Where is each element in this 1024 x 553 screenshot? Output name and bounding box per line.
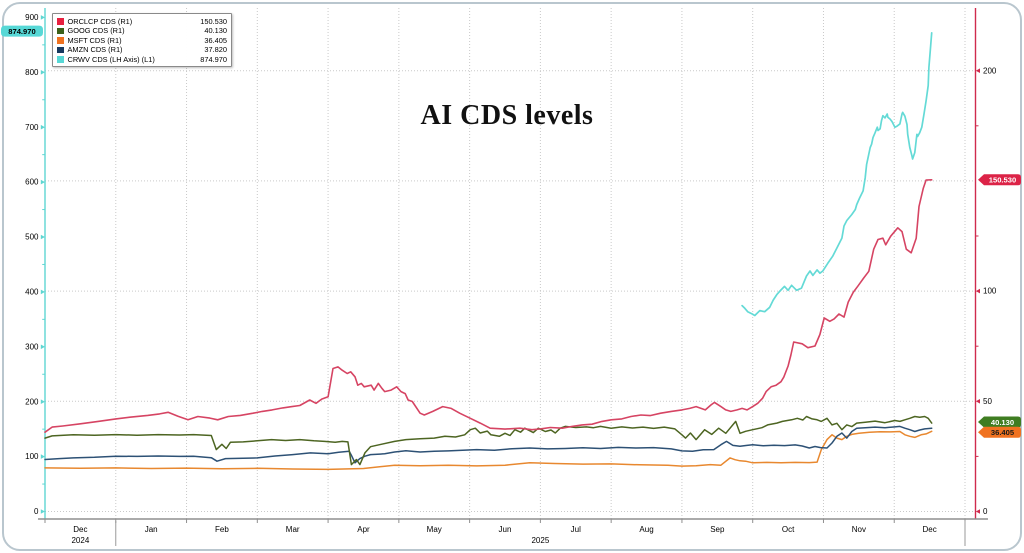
legend-item-orclcp[interactable]: ORCLCP CDS (R1) 150.530 [57, 17, 227, 26]
right-axis-tick-icon [975, 68, 980, 73]
right-axis-tick-icon [975, 288, 980, 294]
x-axis-year-label: 2024 [71, 536, 89, 545]
axis-value-badge [978, 426, 1021, 438]
axis-value-badge [978, 174, 1021, 186]
left-axis-tick-label: 300 [25, 342, 39, 351]
left-axis-tick-label: 900 [25, 13, 39, 22]
orclcp-swatch-icon [57, 18, 64, 25]
legend-item-goog[interactable]: GOOG CDS (R1) 40.130 [57, 26, 227, 35]
x-axis-month-label: Dec [923, 525, 937, 534]
left-axis-tick-label: 600 [25, 178, 39, 187]
legend-value: 874.970 [200, 54, 227, 64]
left-axis-tick-icon [40, 454, 45, 459]
legend-label: GOOG CDS (R1) [67, 26, 125, 36]
axis-value-badge-label: 36.405 [991, 428, 1015, 437]
axis-value-badge [978, 416, 1021, 428]
legend-box: ORCLCP CDS (R1) 150.530 GOOG CDS (R1) 40… [52, 13, 232, 67]
left-axis-tick-icon [40, 70, 45, 75]
left-axis-tick-icon [40, 289, 45, 295]
amzn-swatch-icon [57, 46, 64, 54]
goog-cds-line[interactable] [44, 415, 933, 466]
right-axis-tick-icon [975, 399, 980, 404]
crwv-swatch-icon [57, 56, 64, 63]
x-axis-month-label: Jun [499, 525, 512, 534]
x-axis-month-label: Oct [782, 525, 795, 534]
x-axis-year-label: 2025 [531, 536, 549, 545]
right-axis-tick-icon [975, 509, 980, 514]
legend-value: 150.530 [200, 17, 227, 26]
legend-label: ORCLCP CDS (R1) [67, 17, 133, 26]
right-axis-tick-label: 100 [983, 287, 997, 296]
legend-label: MSFT CDS (R1) [67, 35, 122, 45]
right-axis-tick-label: 200 [983, 66, 997, 75]
left-axis-tick-label: 400 [25, 288, 39, 297]
x-axis-month-label: Mar [286, 525, 300, 534]
x-axis-month-label: May [427, 525, 442, 534]
x-axis-month-label: Feb [215, 525, 229, 534]
x-axis-month-label: Jul [571, 525, 581, 534]
legend-item-msft[interactable]: MSFT CDS (R1) 36.405 [57, 36, 227, 45]
chart-title: AI CDS levels [420, 100, 594, 131]
x-axis-month-label: Sep [710, 525, 725, 534]
left-axis-tick-icon [40, 344, 45, 350]
axis-value-badge-label: 874.970 [8, 27, 35, 36]
msft-cds-line[interactable] [44, 430, 933, 471]
crwv-cds-line[interactable] [741, 31, 933, 317]
x-axis-month-label: Aug [639, 525, 653, 534]
amzn-cds-line[interactable] [44, 425, 933, 464]
legend-value: 40.130 [204, 26, 227, 36]
left-axis-tick-label: 100 [25, 452, 39, 461]
right-axis-tick-label: 50 [983, 397, 992, 406]
x-axis-month-label: Jan [145, 525, 158, 534]
left-axis-tick-icon [40, 399, 45, 404]
left-axis-tick-label: 500 [25, 233, 39, 242]
left-axis-tick-icon [40, 124, 45, 130]
left-axis-tick-icon [40, 15, 45, 20]
goog-swatch-icon [57, 27, 64, 35]
right-axis-tick-label: 0 [983, 507, 988, 516]
x-axis-month-label: Dec [73, 525, 87, 534]
msft-swatch-icon [57, 37, 64, 44]
axis-value-badge-label: 40.130 [991, 418, 1014, 427]
left-axis-tick-icon [40, 179, 45, 185]
orclcp-cds-line[interactable] [44, 179, 933, 434]
legend-item-amzn[interactable]: AMZN CDS (R1) 37.820 [57, 45, 227, 54]
legend-value: 36.405 [204, 35, 227, 45]
left-axis-tick-label: 700 [25, 123, 39, 132]
x-axis-month-label: Nov [852, 525, 866, 534]
axis-value-badge [1, 25, 43, 37]
left-axis-tick-icon [40, 509, 45, 514]
left-axis-tick-icon [40, 234, 45, 240]
left-axis-tick-label: 0 [34, 507, 39, 516]
legend-label: AMZN CDS (R1) [67, 45, 123, 55]
left-axis-tick-label: 800 [25, 68, 39, 77]
legend-value: 37.820 [204, 45, 227, 55]
axis-value-badge-label: 150.530 [989, 175, 1016, 184]
legend-label: CRWV CDS (LH Axis) (L1) [67, 54, 155, 64]
x-axis-month-label: Apr [357, 525, 370, 534]
left-axis-tick-label: 200 [25, 397, 39, 406]
legend-item-crwv[interactable]: CRWV CDS (LH Axis) (L1) 874.970 [57, 55, 227, 64]
